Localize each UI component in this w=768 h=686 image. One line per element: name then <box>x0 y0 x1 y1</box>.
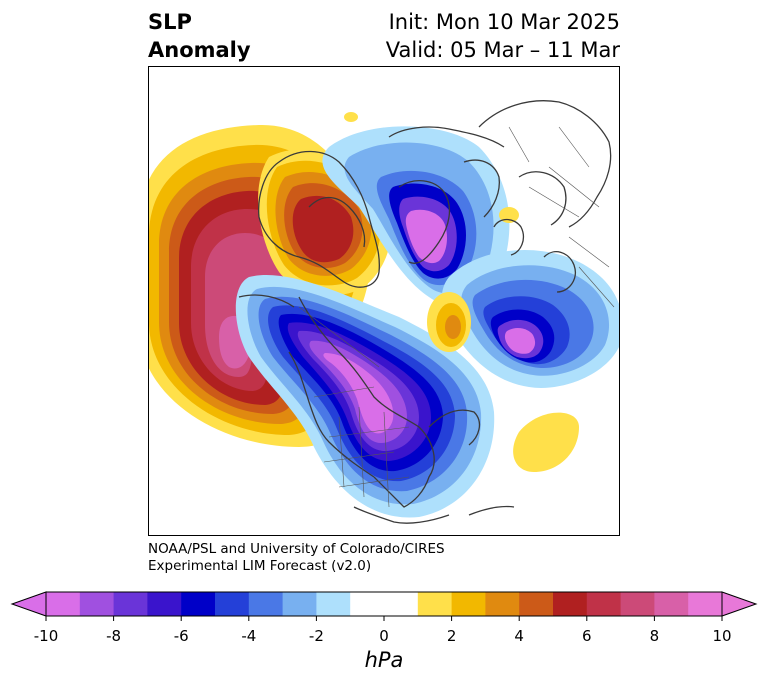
valid-range: Valid: 05 Mar – 11 Mar <box>385 38 620 62</box>
colorbar-tick-label: -10 <box>33 627 59 645</box>
coastlines <box>238 100 612 524</box>
colorbar-bin <box>519 592 554 616</box>
colorbar-bin <box>451 592 486 616</box>
negative-anomaly-scandinavia <box>441 250 619 388</box>
colorbar-bin <box>282 592 317 616</box>
colorbar-tick-label: 6 <box>582 627 592 645</box>
colorbar-bin <box>181 592 216 616</box>
positive-anomaly-atlantic <box>513 412 579 472</box>
colorbar-ticks: -10 -8 -6 -4 -2 0 2 4 6 8 10 <box>0 627 768 647</box>
colorbar-bin <box>586 592 622 616</box>
colorbar-bin <box>113 592 148 616</box>
title-line-slp: SLP <box>148 10 192 34</box>
political-borders <box>298 126 615 508</box>
colorbar-unit: hPa <box>364 648 404 672</box>
colorbar-under-arrow <box>10 591 47 617</box>
colorbar-bin <box>485 592 520 616</box>
colorbar-bin <box>316 592 351 616</box>
colorbar-bin <box>350 592 385 616</box>
colorbar-tick-label: 2 <box>446 627 457 645</box>
credit-line-1: NOAA/PSL and University of Colorado/CIRE… <box>148 541 445 557</box>
anomaly-map <box>149 100 619 524</box>
colorbar-bin <box>553 592 588 616</box>
colorbar-bin <box>79 592 115 616</box>
credit-line-2: Experimental LIM Forecast (v2.0) <box>148 558 372 574</box>
title-line-anomaly: Anomaly <box>148 38 251 62</box>
colorbar-bin <box>688 592 723 616</box>
colorbar-tick-label: -8 <box>106 627 122 645</box>
colorbar-bin <box>46 592 81 616</box>
colorbar-tick-label: 0 <box>379 627 389 645</box>
colorbar-tick-label: -4 <box>241 627 257 645</box>
map-title: SLP Anomaly <box>148 8 251 64</box>
colorbar-bin <box>384 592 419 616</box>
colorbar-tick-label: 8 <box>649 627 660 645</box>
negative-anomaly-arctic <box>322 126 510 306</box>
colorbar-bin <box>147 592 182 616</box>
init-date: Init: Mon 10 Mar 2025 <box>388 10 620 34</box>
colorbar-bin <box>654 592 689 616</box>
colorbar-tick-label: 4 <box>514 627 524 645</box>
colorbar <box>10 591 758 621</box>
colorbar-tick-label: -2 <box>308 627 324 645</box>
positive-anomaly-polar <box>344 112 358 122</box>
colorbar-bin <box>417 592 453 616</box>
colorbar-bin <box>620 592 655 616</box>
colorbar-tick-label: 10 <box>712 627 732 645</box>
colorbar-over-arrow <box>721 591 758 617</box>
positive-anomaly-eurasia <box>499 207 519 223</box>
colorbar-tick-label: -6 <box>173 627 189 645</box>
colorbar-bin <box>248 592 284 616</box>
credit-text: NOAA/PSL and University of Colorado/CIRE… <box>148 541 445 575</box>
positive-anomaly-central-arctic <box>427 292 471 352</box>
colorbar-bin <box>215 592 250 616</box>
forecast-dates: Init: Mon 10 Mar 2025 Valid: 05 Mar – 11… <box>386 8 620 64</box>
map-panel <box>148 66 620 536</box>
